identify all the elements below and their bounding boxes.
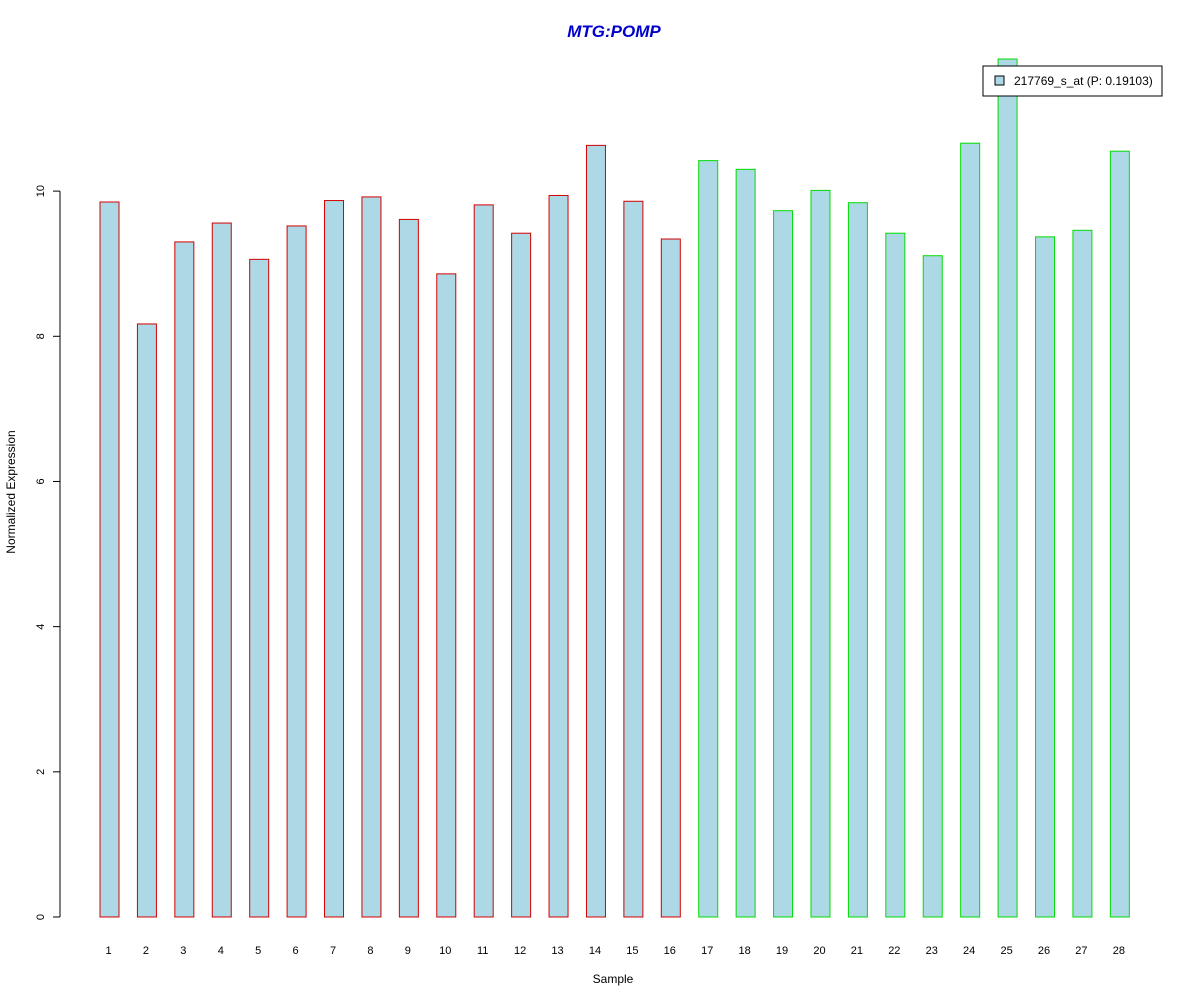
legend-swatch [994,75,1005,86]
x-tick-label: 22 [888,945,900,957]
bar-sample-23 [922,255,943,918]
y-tick-label: 2 [35,769,47,775]
bar-sample-28 [1109,150,1130,918]
y-tick-label: 4 [35,624,47,630]
x-axis-ticks: 1 2 3 4 5 6 7 8 9 10 11 12 13 14 15 16 17 18 19 20 21 22 23 24 2… [105,945,1125,957]
bar-sample-4 [211,222,232,918]
bar-sample-2 [136,323,157,918]
legend-entry: 217769_s_at (P: 0.19103) [1014,74,1153,88]
bar-sample-9 [398,218,419,918]
x-tick-label: 18 [739,945,751,957]
x-tick-label: 27 [1075,945,1087,957]
x-tick-label: 11 [477,945,488,957]
bar-sample-14 [585,144,606,918]
x-tick-label: 17 [701,945,713,957]
x-tick-label: 2 [143,945,149,957]
bar-sample-13 [548,194,569,918]
x-tick-label: 21 [851,945,863,957]
bar-sample-26 [1035,236,1055,918]
bar-sample-11 [473,204,494,918]
bar-sample-1 [99,201,120,918]
legend: 217769_s_at (P: 0.19103) [982,65,1163,97]
bars [99,58,1130,918]
x-tick-label: 26 [1038,945,1050,957]
y-tick-label: 10 [35,185,47,197]
y-tick-label: 0 [35,914,47,920]
bar-sample-7 [324,200,345,918]
bar-sample-5 [249,258,270,918]
bar-sample-19 [773,210,794,918]
bar-sample-24 [960,142,981,918]
y-axis-label: Normalized Expression [4,430,18,553]
x-tick-label: 7 [330,945,336,957]
x-tick-label: 16 [664,945,676,957]
x-tick-label: 6 [293,945,299,957]
x-tick-label: 10 [439,945,451,957]
bar-sample-18 [735,168,756,918]
bar-sample-25 [997,58,1018,918]
x-tick-label: 24 [963,945,975,957]
x-tick-label: 5 [255,945,261,957]
x-tick-label: 13 [551,945,563,957]
x-tick-label: 25 [1000,945,1012,957]
x-tick-label: 15 [626,945,638,957]
bar-sample-10 [436,273,457,918]
x-tick-label: 8 [367,945,373,957]
x-tick-label: 3 [180,945,186,957]
bar-sample-15 [623,200,644,918]
x-tick-label: 14 [589,945,601,957]
y-axis: 0 2 4 6 8 10 [35,185,61,920]
x-axis-label: Sample [593,972,634,986]
x-tick-label: 28 [1113,945,1125,957]
x-tick-label: 12 [514,945,526,957]
chart-title: MTG:POMP [567,22,661,41]
bar-sample-22 [885,232,906,918]
bar-sample-21 [847,202,868,918]
bar-sample-27 [1072,229,1093,918]
x-tick-label: 19 [776,945,788,957]
bar-sample-16 [660,238,681,918]
x-tick-label: 4 [218,945,224,957]
x-tick-label: 20 [813,945,825,957]
y-tick-label: 8 [35,333,47,339]
bar-sample-20 [810,189,831,918]
legend-box [982,65,1163,97]
y-tick-label: 6 [35,478,47,484]
x-tick-label: 9 [405,945,411,957]
bar-sample-8 [361,196,382,918]
bar-sample-3 [174,241,195,918]
bar-sample-17 [698,160,719,918]
bar-sample-12 [511,232,532,918]
x-tick-label: 1 [105,945,111,957]
bar-sample-6 [286,225,307,918]
x-tick-label: 23 [926,945,938,957]
